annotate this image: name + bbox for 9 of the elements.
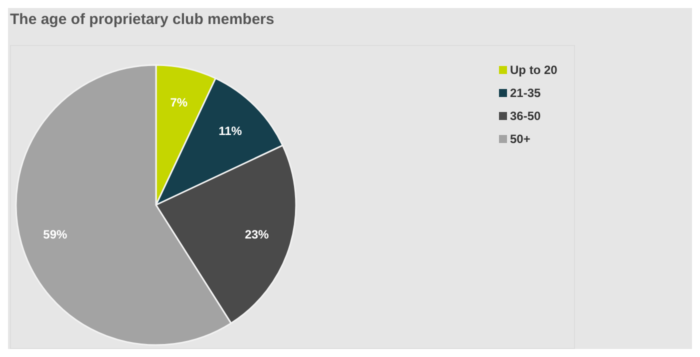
data-label: 7% — [170, 96, 188, 110]
legend-label: 21-35 — [510, 86, 541, 100]
chart-title: The age of proprietary club members — [10, 11, 274, 28]
legend-label: 50+ — [510, 132, 530, 146]
data-label: 23% — [244, 227, 270, 242]
legend-label: 36-50 — [510, 108, 541, 122]
data-label: 11% — [218, 124, 242, 138]
data-label: 59% — [43, 227, 68, 242]
legend-label: Up to 20 — [510, 62, 558, 76]
